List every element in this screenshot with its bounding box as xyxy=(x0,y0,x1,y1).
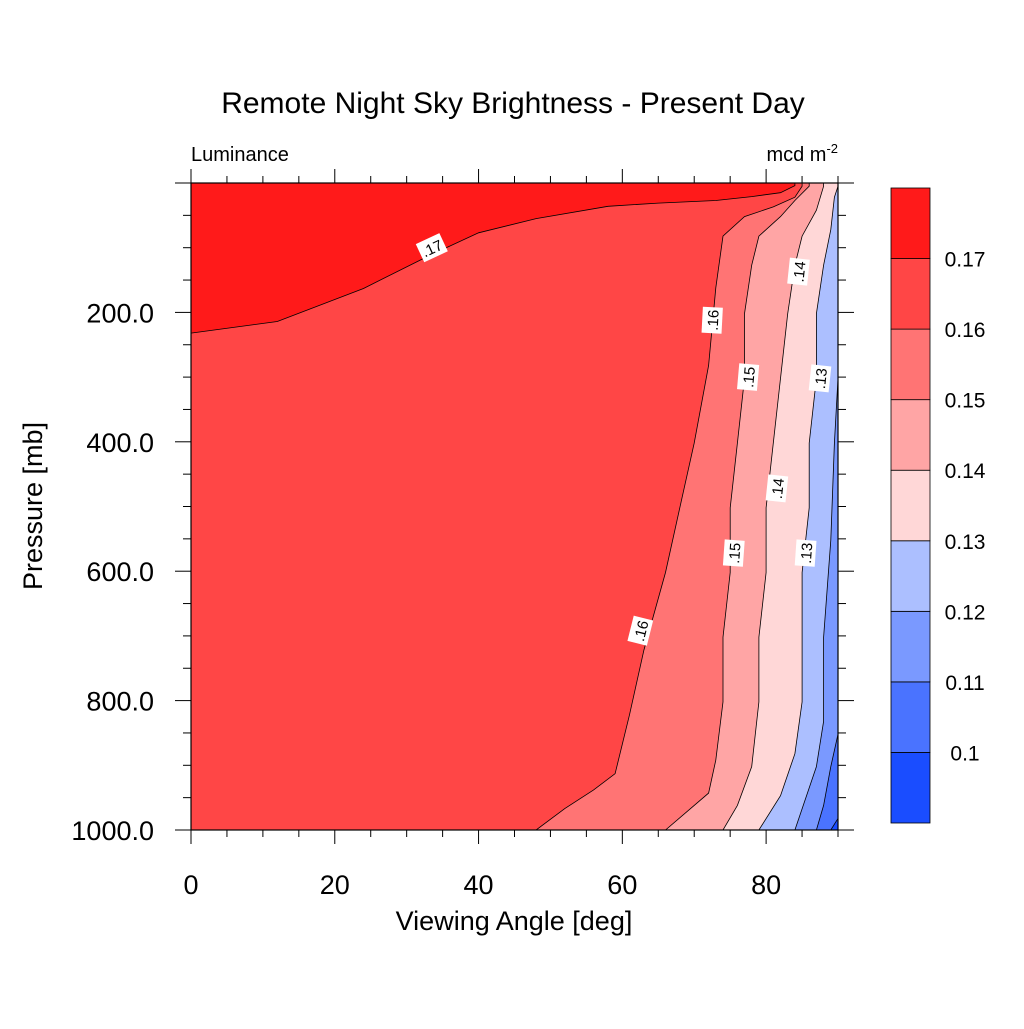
units-label: mcd m-2 xyxy=(766,141,838,166)
x-tick-label: 60 xyxy=(607,870,637,900)
contour-fills xyxy=(191,183,838,830)
contour-fill-band xyxy=(191,183,795,830)
contour-line-label-text: .13 xyxy=(798,542,816,564)
contour-line-label-text: .16 xyxy=(705,309,723,331)
colorbar-label: 0.12 xyxy=(945,601,986,624)
contour-line xyxy=(191,183,796,334)
contour-line-label-text: .15 xyxy=(740,366,759,388)
colorbar-swatch xyxy=(890,399,931,471)
contour-line-label-bg xyxy=(765,474,789,503)
contour-line-label: .16 xyxy=(627,615,654,646)
contour-line-label-text: .16 xyxy=(631,619,653,643)
x-tick-label: 0 xyxy=(183,870,198,900)
colorbar-swatch xyxy=(890,610,931,683)
contour-line xyxy=(794,378,838,830)
contour-line-label: .14 xyxy=(787,257,810,286)
x-tick-labels: 0 20 40 60 80 xyxy=(183,870,781,900)
colorbar-label: 0.14 xyxy=(945,460,986,483)
colorbar-label: 0.1 xyxy=(950,742,979,765)
contour-line-label: .14 xyxy=(765,474,789,503)
y-tick-label: 200.0 xyxy=(86,298,154,328)
x-axis-label: Viewing Angle [deg] xyxy=(396,906,633,936)
units-superscript: -2 xyxy=(826,141,838,156)
x-tick-label: 40 xyxy=(464,870,494,900)
contour-line-label-bg xyxy=(627,615,654,646)
contour-line-label-bg xyxy=(794,539,817,567)
contour-line-label: .15 xyxy=(722,539,745,567)
contour-line-label-bg xyxy=(787,257,810,286)
contour-line-label: .17 xyxy=(415,233,448,263)
contour-line-labels: .17 .16 .16 .15 .15 .14 .14 .13 .13 xyxy=(415,233,832,646)
contour-line xyxy=(758,186,838,830)
contour-line-label-bg xyxy=(722,539,745,567)
contour-line xyxy=(816,734,838,830)
y-axis-label: Pressure [mb] xyxy=(18,422,48,590)
contour-line xyxy=(830,818,838,830)
colorbar: 0.1 0.11 0.12 0.13 0.14 0.15 0.16 0.17 xyxy=(890,187,986,824)
contour-fill-band xyxy=(191,183,803,830)
contour-lines xyxy=(191,183,838,830)
contour-line xyxy=(665,183,810,830)
contour-line-label: .15 xyxy=(737,363,760,391)
colorbar-label: 0.17 xyxy=(945,249,986,272)
contour-line-label-bg xyxy=(737,363,760,391)
x-tick-label: 20 xyxy=(320,870,350,900)
colorbar-swatch xyxy=(890,328,931,401)
colorbar-label: 0.15 xyxy=(945,390,986,413)
contour-line-label: .13 xyxy=(808,364,832,393)
units-base: mcd m xyxy=(766,144,826,166)
y-tick-label: 600.0 xyxy=(86,557,154,587)
x-tick-label: 80 xyxy=(751,870,781,900)
colorbar-label: 0.16 xyxy=(945,319,986,342)
contour-line-label-bg xyxy=(808,364,832,393)
axis-ticks xyxy=(175,169,854,844)
chart-title: Remote Night Sky Brightness - Present Da… xyxy=(221,87,805,120)
contour-line-label-text: .13 xyxy=(812,367,831,390)
plot-area: .17 .16 .16 .15 .15 .14 .14 .13 .13 xyxy=(175,169,854,844)
colorbar-swatch xyxy=(890,681,931,753)
colorbar-label: 0.11 xyxy=(945,672,984,695)
colorbar-label: 0.13 xyxy=(945,531,986,554)
contour-line-label-bg xyxy=(415,233,448,263)
contour-line-label-text: .15 xyxy=(726,542,744,564)
colorbar-swatch xyxy=(890,258,931,330)
colorbar-swatch xyxy=(890,187,931,259)
colorbar-swatch xyxy=(890,469,931,542)
contour-line-label-text: .14 xyxy=(769,477,788,500)
left-string: Luminance xyxy=(191,144,289,166)
contour-line-label: .16 xyxy=(701,306,723,334)
contour-line-label-bg xyxy=(701,306,723,334)
y-tick-label: 1000.0 xyxy=(71,816,154,846)
colorbar-swatch xyxy=(890,540,931,612)
contour-line-label-text: .14 xyxy=(790,260,809,283)
y-tick-label: 800.0 xyxy=(86,687,154,717)
y-tick-label: 400.0 xyxy=(86,428,154,458)
contour-line xyxy=(535,183,803,830)
contour-line-label: .13 xyxy=(794,539,817,567)
y-tick-labels: 200.0 400.0 600.0 800.0 1000.0 xyxy=(71,298,154,846)
colorbar-swatch xyxy=(890,752,931,824)
contour-line xyxy=(722,183,824,830)
